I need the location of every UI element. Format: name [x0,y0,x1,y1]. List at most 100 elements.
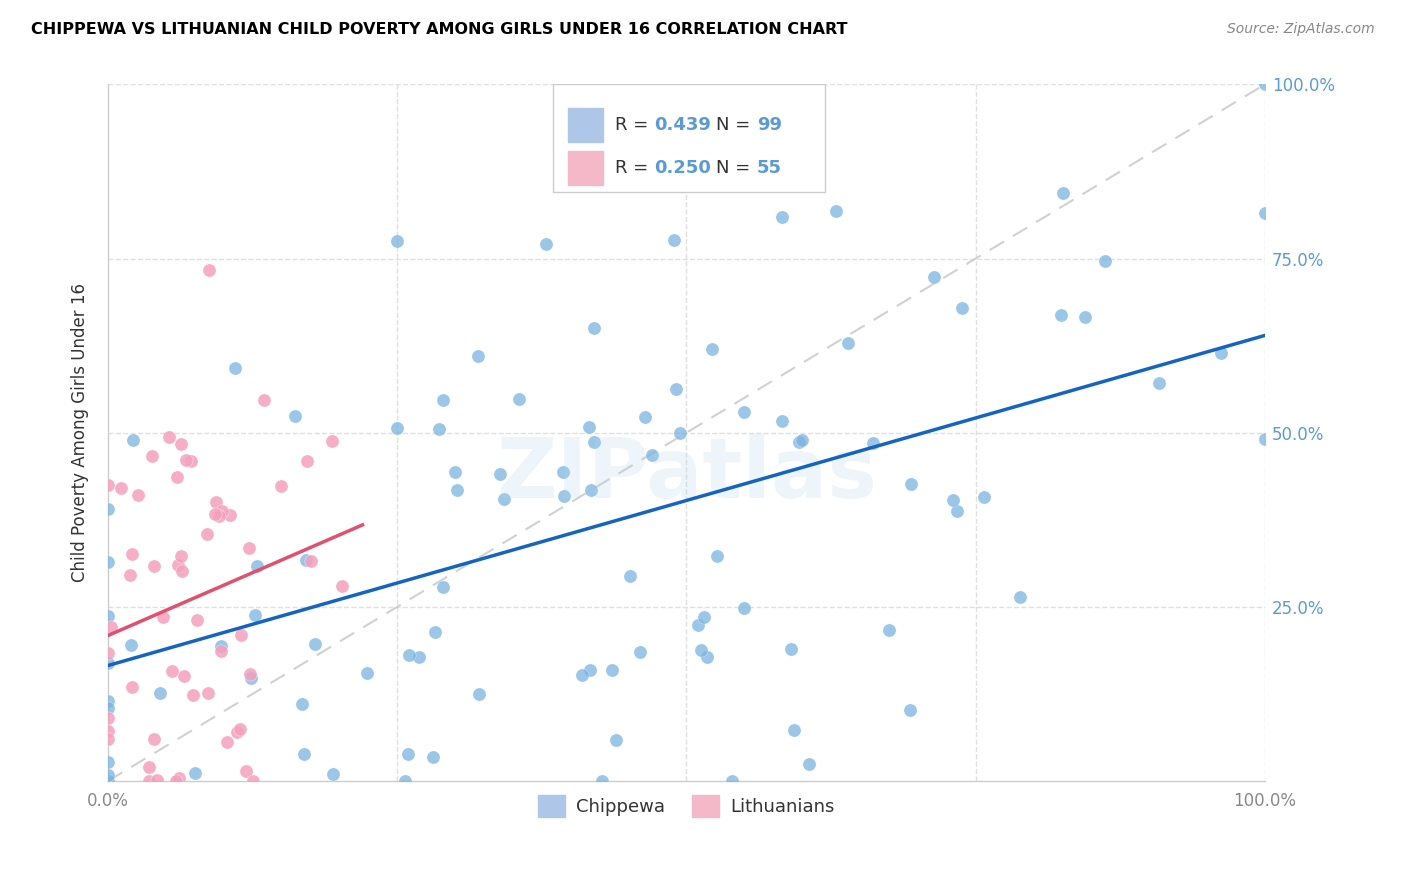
Point [1010,590,1032,604]
Point [900,476,922,491]
Point [1254,206,1277,220]
Point [898,703,921,717]
Point [693,610,716,624]
Point [97,731,120,746]
Point [225,725,247,739]
Point [127,488,149,502]
Point [205,494,228,508]
FancyBboxPatch shape [568,108,603,142]
Point [553,489,575,503]
Point [219,508,242,523]
Point [423,625,446,640]
Point [797,757,820,772]
Point [157,430,180,444]
Point [238,541,260,556]
Point [284,409,307,423]
Point [217,735,239,749]
Point [97,477,120,491]
Point [1052,186,1074,200]
Point [290,697,312,711]
Point [688,618,710,632]
Point [583,435,606,450]
Point [167,771,190,785]
Point [167,558,190,572]
Point [239,672,262,686]
Text: N =: N = [717,159,756,177]
Point [209,639,232,653]
Point [789,435,811,450]
Text: R =: R = [614,116,654,134]
Point [733,601,755,615]
Point [242,774,264,789]
Point [665,382,688,396]
Point [97,724,120,739]
Point [165,774,187,789]
Point [494,491,516,506]
Point [204,507,226,521]
Point [97,768,120,782]
Point [120,638,142,652]
Point [208,508,231,523]
Point [770,210,793,224]
Text: Source: ZipAtlas.com: Source: ZipAtlas.com [1227,22,1375,37]
Point [229,722,252,736]
Text: 99: 99 [756,116,782,134]
Point [152,610,174,624]
Point [209,644,232,658]
Point [110,481,132,495]
Point [304,636,326,650]
Text: 0.250: 0.250 [654,159,711,177]
Point [170,437,193,451]
Point [197,262,219,277]
Point [591,774,613,789]
Point [922,270,945,285]
Text: CHIPPEWA VS LITHUANIAN CHILD POVERTY AMONG GIRLS UNDER 16 CORRELATION CHART: CHIPPEWA VS LITHUANIAN CHILD POVERTY AMO… [31,22,848,37]
Point [387,234,409,248]
Point [141,449,163,463]
Text: 55: 55 [756,159,782,177]
Point [330,579,353,593]
Point [195,527,218,541]
Point [422,750,444,764]
Point [100,620,122,634]
Point [536,236,558,251]
Y-axis label: Child Poverty Among Girls Under 16: Child Poverty Among Girls Under 16 [72,284,89,582]
Point [270,479,292,493]
Point [605,733,627,747]
Point [180,454,202,468]
Point [121,680,143,694]
Point [243,608,266,623]
Point [253,393,276,408]
Point [231,628,253,642]
Point [780,642,803,657]
Point [246,559,269,574]
Point [173,668,195,682]
Point [394,774,416,789]
Point [294,552,316,566]
Point [97,609,120,624]
Point [97,646,120,660]
Point [398,648,420,662]
Point [97,501,120,516]
Point [385,421,408,435]
Point [1073,310,1095,324]
Point [211,504,233,518]
Point [97,694,120,708]
Point [143,731,166,746]
Point [641,448,664,462]
Point [149,686,172,700]
Point [197,686,219,700]
Point [146,772,169,787]
Point [356,665,378,680]
Point [571,667,593,681]
Point [224,360,246,375]
Point [97,555,120,569]
Point [118,568,141,582]
Point [166,469,188,483]
Point [239,667,262,681]
Point [408,650,430,665]
Point [174,452,197,467]
Text: N =: N = [717,116,756,134]
Point [945,504,967,518]
Point [619,569,641,583]
